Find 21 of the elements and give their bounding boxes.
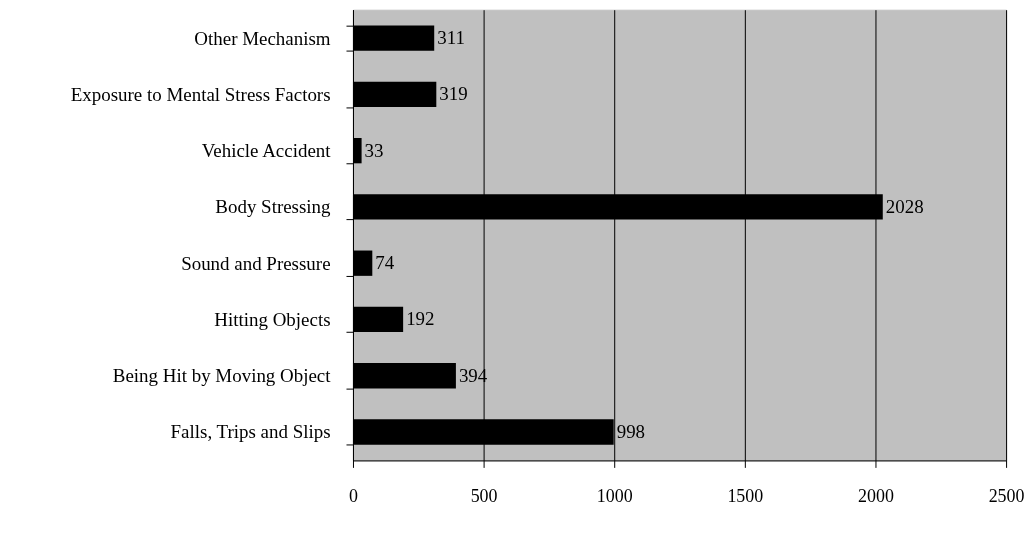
y-tick-label: Vehicle Accident	[201, 140, 332, 162]
data-label: 192	[406, 308, 435, 330]
data-label: 2028	[885, 195, 924, 217]
y-tick-label: Falls, Trips and Slips	[170, 421, 331, 443]
data-label: 33	[364, 139, 384, 161]
data-label: 311	[437, 27, 465, 49]
data-label: 998	[616, 420, 646, 442]
y-tick-label: Sound and Pressure	[181, 252, 331, 274]
y-tick-label: Body Stressing	[215, 196, 332, 218]
y-tick-label: Hitting Objects	[214, 308, 331, 330]
data-label: 319	[439, 83, 468, 105]
x-tick-label: 1000	[596, 485, 633, 506]
x-tick-label: 2500	[988, 485, 1025, 506]
x-tick-label: 500	[470, 485, 498, 506]
data-label: 74	[375, 252, 395, 274]
x-tick-label: 2000	[858, 485, 894, 506]
y-tick-label: Being Hit by Moving Object	[112, 365, 332, 387]
x-tick-label: 1500	[727, 485, 764, 506]
y-tick-label: Other Mechanism	[194, 27, 331, 49]
x-tick-label: 0	[348, 485, 358, 506]
y-tick-label: Exposure to Mental Stress Factors	[70, 83, 331, 105]
